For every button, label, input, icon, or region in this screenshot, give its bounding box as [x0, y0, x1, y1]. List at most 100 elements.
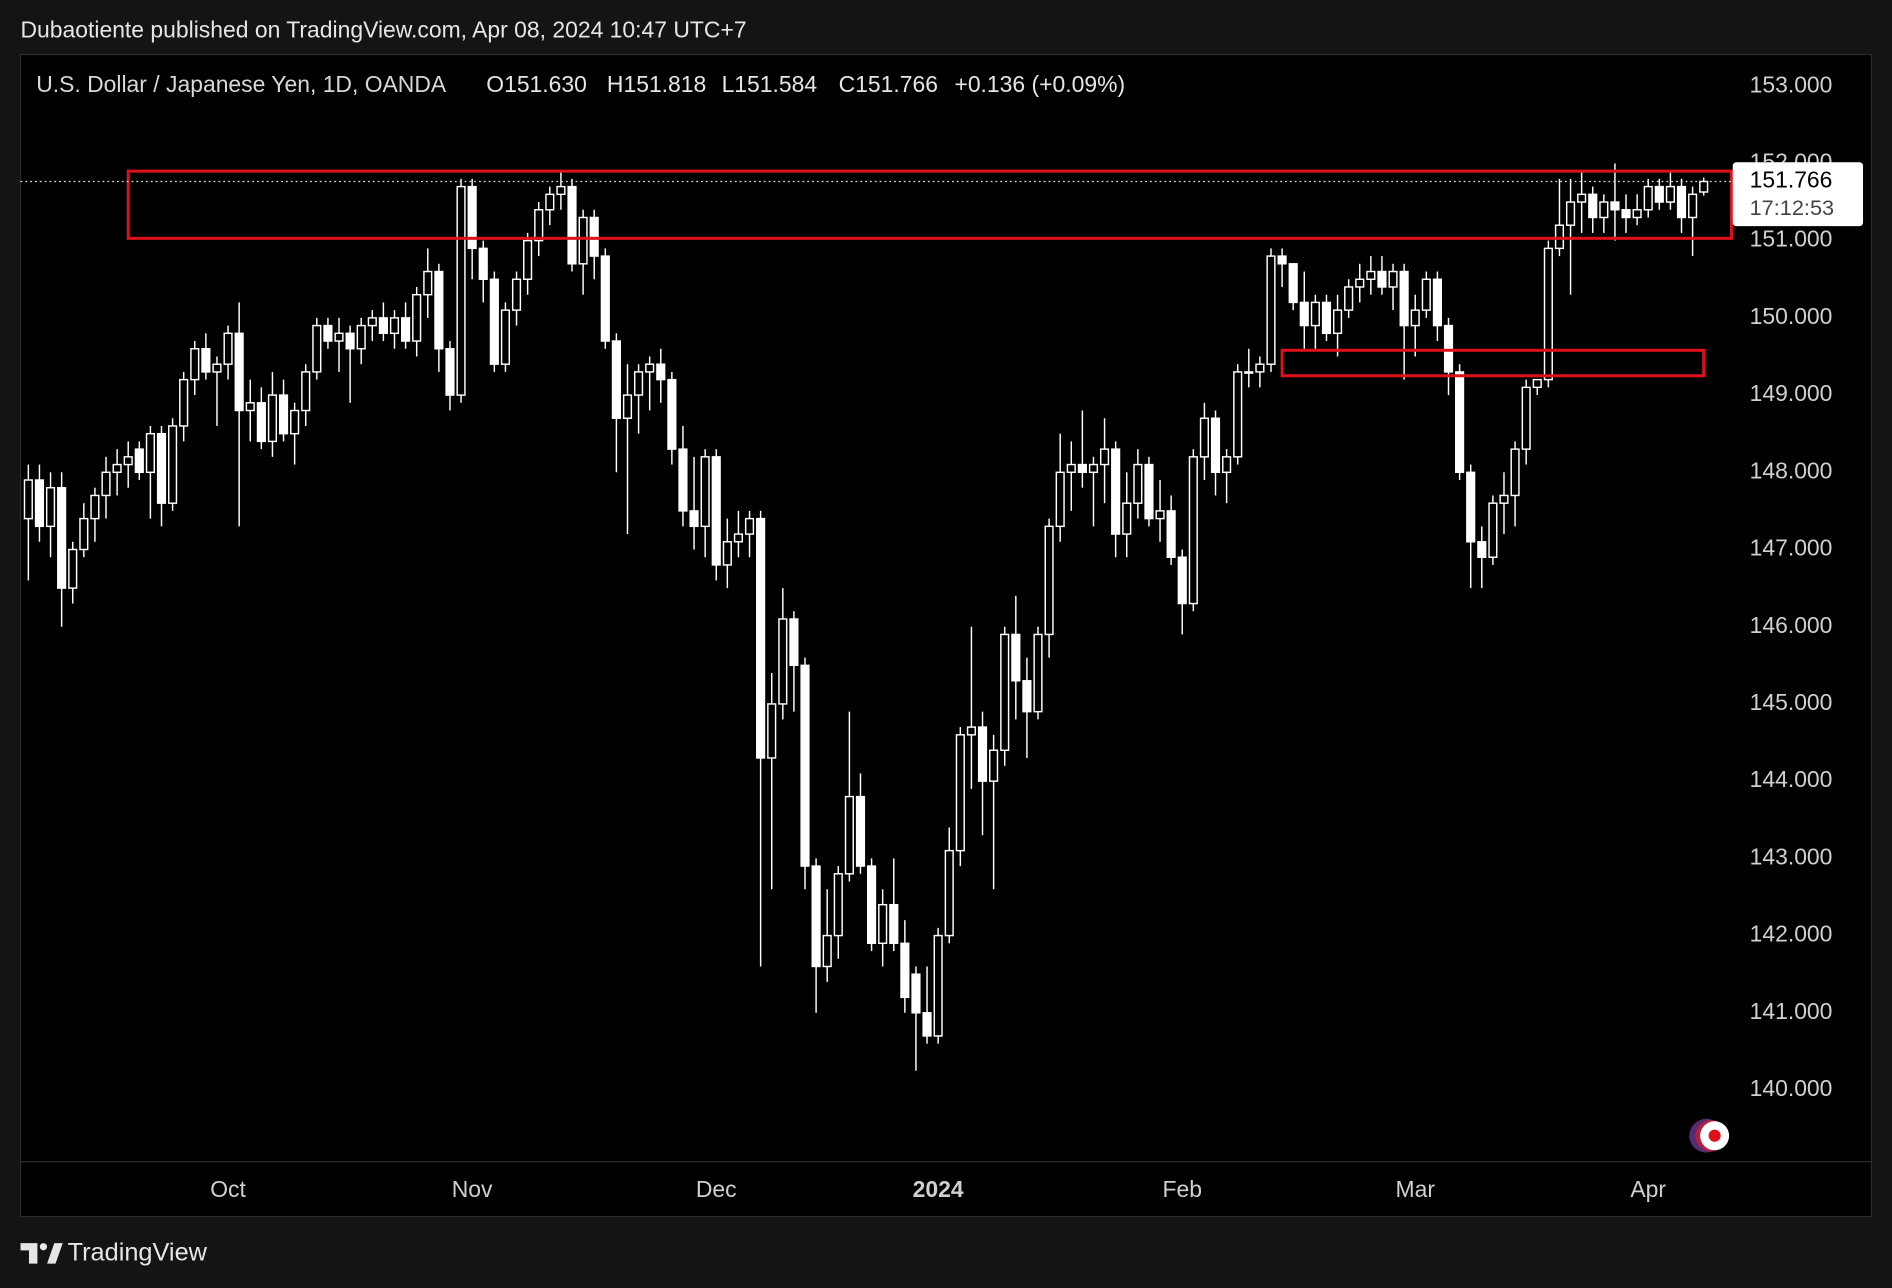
candle-body	[1510, 448, 1520, 497]
ohlc-low: L151.584	[722, 71, 818, 97]
candle-body	[179, 378, 189, 427]
y-tick-label: 144.000	[1750, 766, 1833, 792]
candle-body	[523, 239, 533, 280]
bar-countdown: 17:12:53	[1750, 195, 1834, 220]
candle-body	[1565, 201, 1576, 226]
candle-body	[1599, 201, 1609, 219]
candle-body	[1543, 247, 1553, 381]
y-tick-label: 151.000	[1750, 226, 1833, 252]
candle-body	[1033, 633, 1043, 713]
candle-body	[1022, 680, 1032, 713]
candle-body	[1044, 525, 1054, 636]
x-tick-label: Apr	[1630, 1176, 1666, 1202]
candle-body	[789, 618, 799, 667]
x-tick-label: Nov	[452, 1176, 493, 1202]
candle-body	[855, 795, 866, 867]
candle-body	[1421, 278, 1431, 311]
y-tick-label: 145.000	[1750, 689, 1833, 715]
candle-body	[334, 332, 344, 342]
candle-body	[511, 278, 522, 311]
candle-body	[1477, 541, 1487, 558]
candle-body	[1266, 255, 1276, 365]
candle-body	[389, 317, 400, 335]
candle-body	[1111, 448, 1121, 535]
candle-body	[1688, 193, 1698, 219]
candle-body	[1699, 180, 1709, 193]
candle-body	[955, 734, 965, 852]
candle-body	[190, 348, 200, 381]
candle-body	[1554, 224, 1565, 250]
candle-body	[1011, 633, 1021, 682]
candle-body	[689, 510, 699, 528]
candle-body	[434, 270, 444, 350]
x-tick-label: Dec	[696, 1176, 737, 1202]
x-tick-label: Mar	[1396, 1176, 1436, 1202]
candle-body	[301, 371, 311, 412]
price-zone	[1280, 348, 1706, 378]
candle-body	[1244, 371, 1254, 374]
candle-body	[1621, 209, 1631, 219]
x-tick-label: 2024	[913, 1176, 964, 1202]
candle-body	[1410, 309, 1420, 327]
candle-body	[911, 973, 921, 1014]
candle-body	[600, 255, 610, 342]
y-tick-label: 140.000	[1750, 1075, 1833, 1101]
candle-body	[922, 1012, 932, 1037]
ohlc-high: H151.818	[607, 71, 706, 97]
candle-body	[778, 618, 788, 705]
candle-body	[467, 185, 477, 250]
candle-body	[744, 517, 755, 535]
candle-body	[1610, 201, 1620, 211]
candle-body	[1055, 471, 1065, 528]
candle-body	[1199, 417, 1210, 458]
candle-body	[500, 309, 511, 365]
candle-body	[489, 278, 499, 365]
candle-body	[1233, 371, 1243, 458]
brand: TradingView	[68, 1239, 208, 1267]
candle-body	[578, 216, 588, 265]
candle-body	[1000, 633, 1010, 751]
candle-body	[1643, 185, 1653, 211]
y-tick-label: 153.000	[1750, 71, 1833, 97]
candle-body	[456, 185, 466, 396]
candle-body	[1222, 456, 1232, 474]
candle-body	[1155, 510, 1165, 520]
x-tick-label: Feb	[1162, 1176, 1201, 1202]
candle-body	[423, 270, 433, 296]
candle-body	[156, 432, 167, 504]
candle-body	[1443, 324, 1454, 373]
candle-body	[34, 479, 45, 528]
candle-body	[312, 324, 322, 373]
candle-body	[1144, 463, 1154, 520]
candle-body	[1399, 270, 1409, 327]
candle-body	[889, 903, 899, 945]
candle-body	[822, 934, 832, 968]
candle-body	[678, 448, 688, 512]
candle-body	[1122, 502, 1132, 535]
candle-body	[1654, 185, 1664, 203]
alert-icon	[1689, 1118, 1730, 1153]
y-tick-label: 150.000	[1750, 303, 1833, 329]
candle-body	[1532, 378, 1542, 389]
candle-body	[811, 865, 821, 968]
candle-body	[756, 517, 766, 759]
candle-body	[134, 448, 144, 474]
candle-body	[212, 363, 222, 373]
y-tick-label: 143.000	[1750, 843, 1833, 869]
chart-panel	[19, 53, 1873, 1218]
candle-body	[68, 548, 78, 589]
candle-body	[1366, 270, 1376, 280]
candle-body	[168, 425, 178, 504]
publish-header: Dubaotiente published on TradingView.com…	[21, 17, 747, 43]
candle-body	[567, 185, 577, 265]
candle-body	[201, 348, 211, 373]
candle-body	[367, 317, 377, 327]
candle-body	[767, 703, 777, 759]
last-price-box	[1732, 162, 1864, 227]
ohlc-close: C151.766	[839, 71, 938, 97]
candle-body	[700, 456, 710, 528]
candle-body	[90, 494, 100, 520]
candle-body	[245, 402, 255, 412]
